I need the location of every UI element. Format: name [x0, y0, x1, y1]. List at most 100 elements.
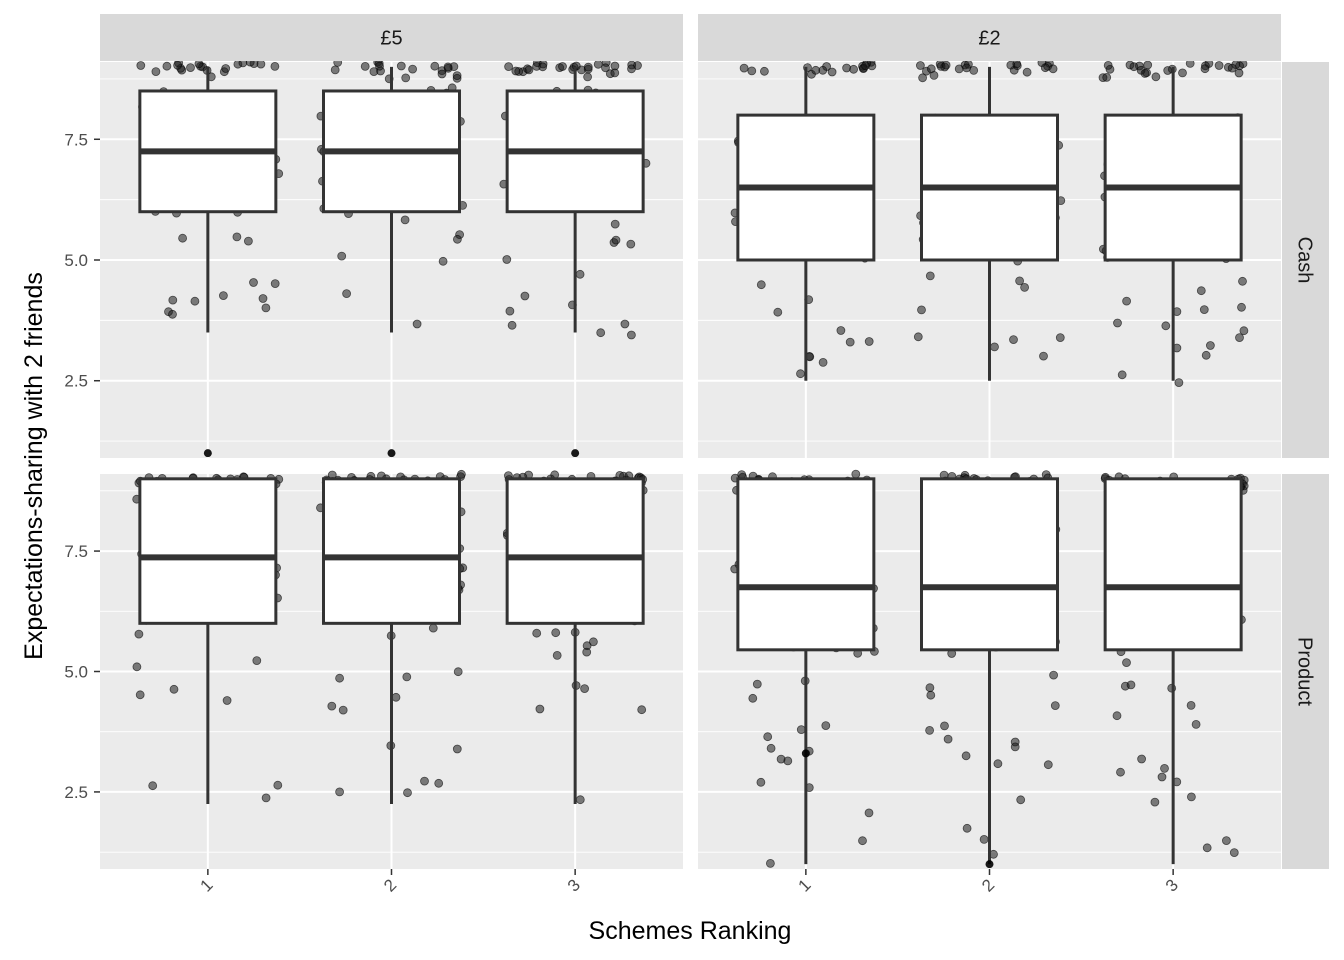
jitter-point	[1117, 370, 1127, 380]
jitter-point	[1178, 68, 1187, 78]
jitter-point	[148, 781, 158, 791]
jitter-point	[232, 232, 242, 242]
jitter-point	[1126, 680, 1136, 690]
jitter-point	[1234, 68, 1244, 78]
jitter-point	[858, 836, 867, 846]
jitter-point	[1200, 64, 1210, 74]
jitter-point	[408, 64, 418, 74]
outlier-point	[203, 449, 212, 458]
jitter-point	[169, 684, 179, 694]
jitter-point	[335, 673, 345, 683]
jitter-point	[926, 690, 936, 700]
jitter-point	[1157, 772, 1167, 782]
row-strip-label: Product	[1294, 637, 1316, 706]
jitter-point	[401, 73, 411, 83]
jitter-point	[940, 721, 949, 731]
jitter-point	[1022, 67, 1032, 77]
jitter-point	[452, 234, 462, 244]
jitter-point	[917, 305, 926, 315]
jitter-point	[620, 319, 630, 329]
jitter-point	[1140, 69, 1150, 78]
jitter-point	[1160, 764, 1169, 773]
outlier-point	[985, 860, 994, 869]
jitter-point	[136, 61, 146, 70]
jitter-point	[1049, 670, 1058, 680]
x-tick-label: 3	[1162, 875, 1182, 895]
jitter-point	[369, 67, 379, 76]
jitter-point	[583, 72, 592, 82]
jitter-point	[258, 294, 268, 303]
jitter-point	[452, 71, 462, 80]
jitter-point	[582, 647, 592, 657]
jitter-point	[337, 251, 347, 261]
jitter-point	[1150, 797, 1160, 807]
jitter-point	[520, 291, 530, 301]
jitter-point	[218, 291, 228, 301]
jitter-point	[430, 61, 440, 71]
jitter-point	[412, 319, 422, 329]
jitter-point	[402, 672, 412, 682]
jitter-point	[1055, 333, 1065, 343]
jitter-point	[748, 693, 758, 703]
jitter-point	[1113, 318, 1122, 328]
jitter-point	[243, 236, 253, 246]
jitter-point	[979, 835, 989, 844]
jitter-point	[593, 59, 603, 69]
jitter-point	[918, 73, 927, 83]
jitter-point	[821, 721, 831, 730]
jitter-point	[1009, 335, 1018, 345]
jitter-point	[763, 732, 773, 742]
jitter-point	[1103, 61, 1113, 70]
jitter-point	[752, 679, 762, 689]
jitter-point	[375, 61, 384, 71]
y-tick-label: 2.5	[64, 372, 88, 391]
jitter-point	[270, 62, 280, 71]
jitter-point	[1020, 282, 1029, 292]
jitter-point	[1129, 62, 1139, 72]
jitter-point	[552, 651, 562, 660]
jitter-point	[135, 690, 145, 700]
jitter-point	[990, 342, 999, 352]
jitter-point	[1191, 720, 1201, 729]
jitter-point	[913, 332, 923, 342]
row-strip	[1282, 474, 1329, 869]
jitter-point	[456, 469, 466, 479]
jitter-point	[836, 326, 846, 335]
jitter-point	[1122, 296, 1131, 306]
jitter-point	[504, 62, 514, 71]
jitter-point	[993, 759, 1003, 769]
jitter-point	[173, 60, 183, 70]
jitter-point	[360, 62, 370, 71]
jitter-point	[962, 823, 972, 833]
facet-strips: £5 £2 Cash Product	[100, 14, 1329, 869]
y-tick-label: 7.5	[64, 130, 88, 149]
jitter-point	[601, 63, 610, 73]
jitter-point	[1112, 711, 1122, 721]
jitter-point	[1238, 276, 1247, 286]
jitter-point	[420, 776, 429, 786]
jitter-point	[1214, 61, 1224, 70]
jitter-point	[511, 66, 521, 76]
jitter-point	[756, 280, 766, 290]
jitter-point	[766, 859, 775, 868]
jitter-point	[338, 705, 348, 715]
jitter-point	[1174, 378, 1184, 388]
jitter-point	[1229, 848, 1239, 857]
jitter-point	[610, 68, 620, 78]
jitter-point	[186, 63, 195, 72]
jitter-point	[270, 279, 280, 289]
jitter-point	[1151, 72, 1161, 82]
jitter-point	[330, 65, 340, 75]
x-axis-title: Schemes Ranking	[589, 917, 792, 945]
box-iqr	[920, 477, 1059, 652]
jitter-point	[1222, 836, 1231, 845]
jitter-point	[1006, 60, 1016, 70]
jitter-point	[535, 704, 545, 714]
y-tick-label: 5.0	[64, 663, 88, 682]
outlier-point	[387, 449, 396, 458]
jitter-point	[961, 751, 971, 761]
jitter-point	[864, 337, 874, 346]
jitter-point	[969, 66, 979, 75]
jitter-point	[132, 662, 142, 672]
jitter-point	[811, 65, 821, 75]
